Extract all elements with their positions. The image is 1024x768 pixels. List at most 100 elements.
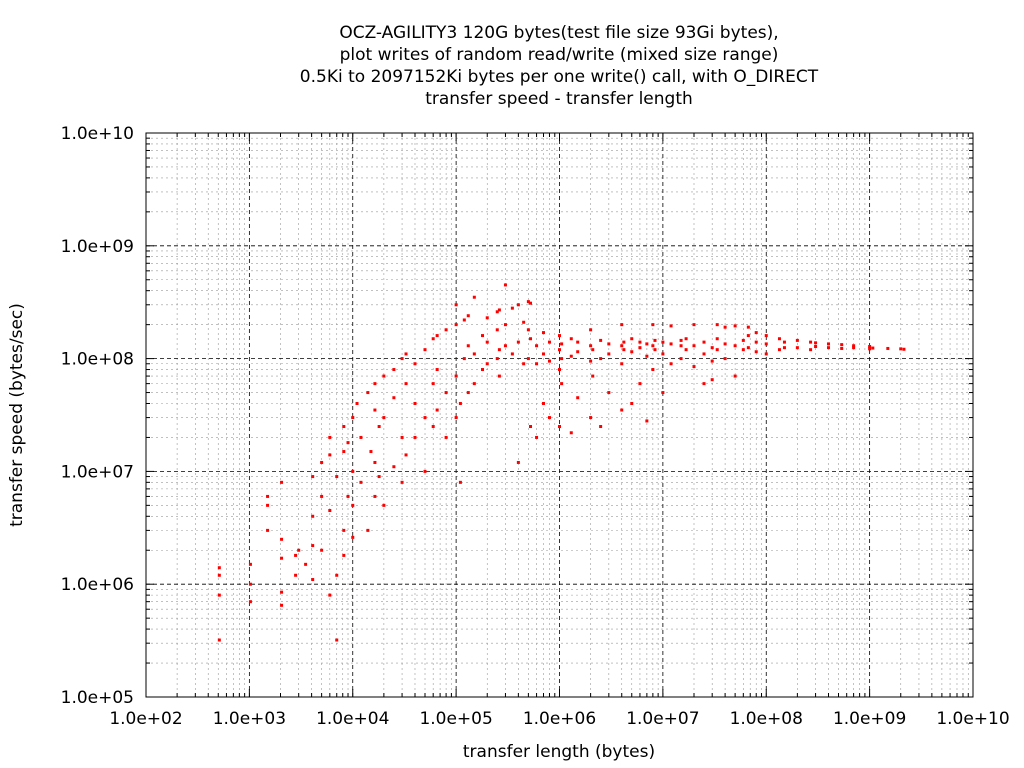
data-point xyxy=(764,352,768,356)
y-tick-label: 1.0e+05 xyxy=(61,688,134,708)
x-tick-label: 1.0e+09 xyxy=(833,709,906,729)
data-point xyxy=(746,325,750,329)
data-point xyxy=(702,382,706,386)
data-point xyxy=(355,401,359,405)
data-point xyxy=(373,382,377,386)
data-point xyxy=(311,475,315,479)
data-point xyxy=(679,357,683,361)
data-point xyxy=(342,528,346,532)
data-point xyxy=(589,344,593,348)
data-point xyxy=(651,344,655,348)
data-point xyxy=(560,382,564,386)
data-point xyxy=(351,416,355,420)
data-point xyxy=(529,301,533,305)
data-point xyxy=(638,382,642,386)
data-point xyxy=(472,295,476,299)
data-point xyxy=(814,341,818,345)
data-point xyxy=(569,431,573,435)
x-tick-label: 1.0e+02 xyxy=(109,709,182,729)
data-point xyxy=(335,638,339,642)
data-point xyxy=(495,310,499,314)
data-point xyxy=(435,334,439,338)
data-point xyxy=(503,283,507,287)
data-point xyxy=(404,382,408,386)
data-point xyxy=(266,528,270,532)
data-point xyxy=(304,562,308,566)
data-point xyxy=(311,544,315,548)
data-point xyxy=(481,368,485,372)
data-point xyxy=(529,425,533,429)
data-point xyxy=(541,331,545,335)
data-point xyxy=(320,494,324,498)
data-point xyxy=(462,357,466,361)
data-point xyxy=(435,408,439,412)
x-tick-label: 1.0e+08 xyxy=(730,709,803,729)
data-point xyxy=(497,348,501,352)
data-point xyxy=(495,328,499,332)
x-tick-label: 1.0e+10 xyxy=(936,709,1009,729)
data-point xyxy=(413,362,417,366)
data-point xyxy=(630,401,634,405)
data-point xyxy=(840,346,844,350)
data-point xyxy=(746,346,750,350)
data-point xyxy=(466,391,470,395)
data-point xyxy=(560,357,564,361)
data-point xyxy=(692,365,696,369)
data-point xyxy=(495,357,499,361)
data-point xyxy=(653,348,657,352)
data-point xyxy=(217,566,221,570)
data-point xyxy=(404,453,408,457)
data-point xyxy=(764,342,768,346)
data-point xyxy=(377,425,381,429)
data-point xyxy=(485,362,489,366)
y-tick-label: 1.0e+10 xyxy=(61,124,134,144)
chart-title-line-2: plot writes of random read/write (mixed … xyxy=(340,45,779,65)
data-point xyxy=(266,494,270,498)
data-point xyxy=(472,382,476,386)
data-point xyxy=(497,374,501,378)
data-point xyxy=(526,300,530,304)
data-point xyxy=(280,480,284,484)
data-point xyxy=(217,573,221,577)
data-point xyxy=(651,368,655,372)
data-point xyxy=(547,359,551,363)
major-grid xyxy=(146,133,973,697)
data-point xyxy=(280,590,284,594)
data-point xyxy=(814,345,818,349)
data-point xyxy=(607,342,611,346)
data-point xyxy=(902,347,906,351)
data-point xyxy=(280,556,284,560)
chart-title: OCZ-AGILITY3 120G bytes(test file size 9… xyxy=(300,23,819,109)
data-point xyxy=(886,346,890,350)
data-point xyxy=(413,435,417,439)
data-point xyxy=(248,562,252,566)
data-point xyxy=(400,357,404,361)
data-point xyxy=(576,396,580,400)
data-point xyxy=(311,578,315,582)
data-point xyxy=(431,425,435,429)
data-point xyxy=(435,368,439,372)
data-point xyxy=(510,352,514,356)
data-point xyxy=(733,324,737,328)
data-point xyxy=(466,344,470,348)
y-tick-label: 1.0e+08 xyxy=(61,350,134,370)
data-point xyxy=(715,323,719,327)
data-point xyxy=(679,344,683,348)
data-point xyxy=(413,401,417,405)
data-point xyxy=(826,342,830,346)
data-point xyxy=(645,419,649,423)
data-point xyxy=(638,346,642,350)
data-point xyxy=(622,348,626,352)
data-point xyxy=(692,344,696,348)
data-point xyxy=(366,528,370,532)
data-point xyxy=(481,334,485,338)
data-point xyxy=(431,382,435,386)
data-point xyxy=(458,480,462,484)
data-point xyxy=(558,334,561,338)
data-point xyxy=(320,548,324,552)
data-point xyxy=(328,435,332,439)
data-point xyxy=(607,391,611,395)
data-point xyxy=(547,340,551,344)
data-point xyxy=(661,391,665,395)
